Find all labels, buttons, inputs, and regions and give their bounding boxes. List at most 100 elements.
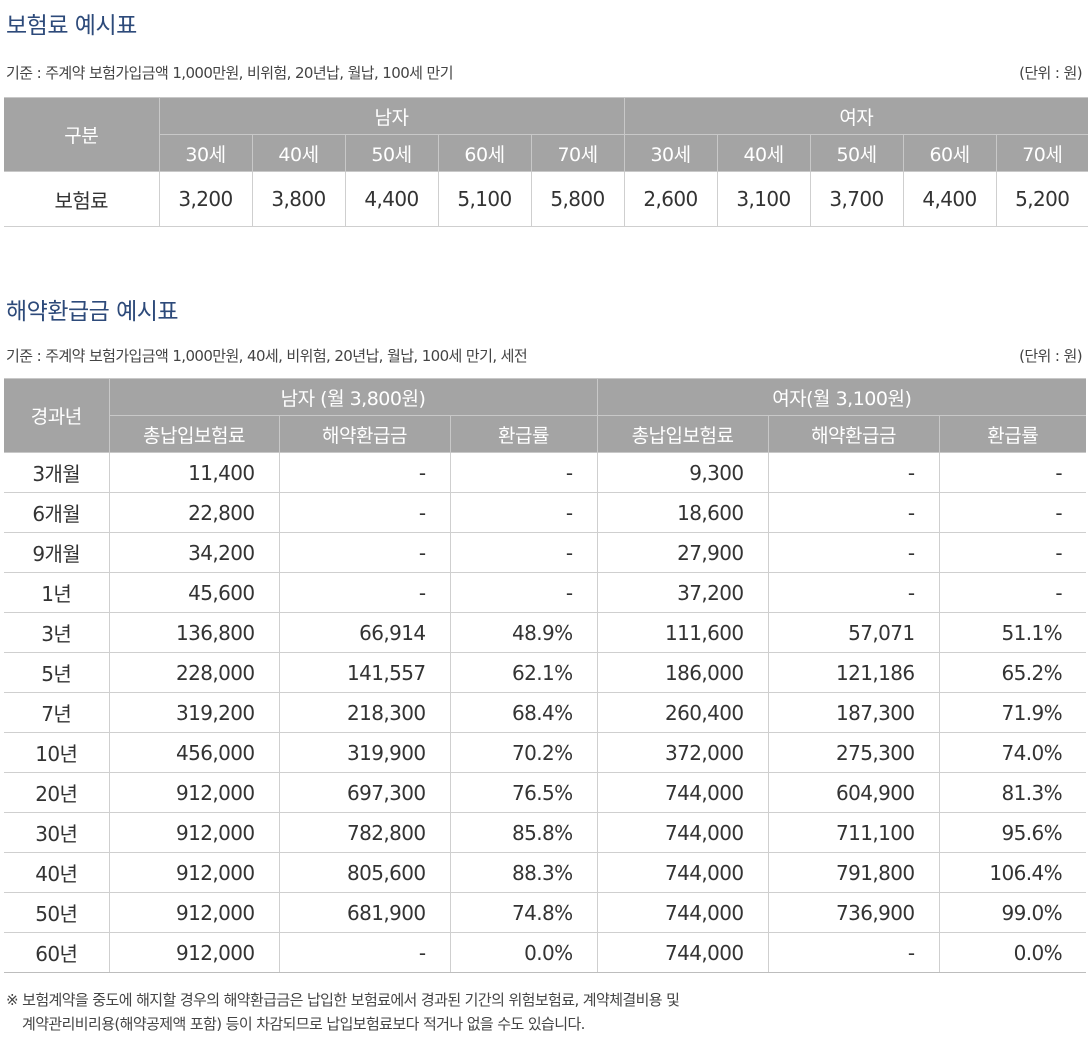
table-row: 60년 912,000-0.0% 744,000-0.0% (4, 932, 1087, 973)
female-refund-cell: - (767, 532, 940, 573)
male-rate-cell: 85.8% (449, 812, 598, 853)
age-header: 40세 (251, 134, 346, 172)
premium-row: 보험료 3,200 3,800 4,400 5,100 5,800 2,600 … (4, 171, 1089, 227)
female-premium-cell: 2,600 (623, 171, 718, 227)
refund-amount-header: 해약환급금 (278, 415, 451, 453)
male-rate-cell: 0.0% (449, 932, 598, 973)
female-premium-cell: 5,200 (995, 171, 1089, 227)
male-paid-cell: 34,200 (108, 532, 280, 573)
female-refund-cell: 275,300 (767, 732, 940, 773)
male-rate-cell: 68.4% (449, 692, 598, 733)
period-cell: 6개월 (4, 492, 110, 533)
premium-row-label: 보험료 (4, 171, 160, 227)
female-refund-cell: - (767, 492, 940, 533)
age-header: 50세 (344, 134, 439, 172)
period-cell: 1년 (4, 572, 110, 613)
female-refund-cell: 187,300 (767, 692, 940, 733)
refund-basis-text: 기준 : 주계약 보험가입금액 1,000만원, 40세, 비위험, 20년납,… (6, 347, 528, 365)
male-refund-cell: - (278, 452, 451, 493)
refund-rate-header: 환급률 (938, 415, 1087, 453)
male-premium-cell: 3,200 (158, 171, 253, 227)
footnote-line-2: 계약관리비리용(해약공제액 포함) 등이 차감되므로 납입보험료보다 적거나 없… (22, 1015, 585, 1033)
period-cell: 10년 (4, 732, 110, 773)
male-refund-cell: 782,800 (278, 812, 451, 853)
table-row: 9개월 34,200- -27,900- - (4, 532, 1087, 573)
age-header: 40세 (716, 134, 811, 172)
male-refund-cell: 66,914 (278, 612, 451, 653)
female-paid-cell: 744,000 (596, 892, 769, 933)
male-refund-cell: 141,557 (278, 652, 451, 693)
footnote-line-1: ※ 보험계약을 중도에 해지할 경우의 해약환급금은 납입한 보험료에서 경과된… (6, 991, 680, 1009)
female-premium-cell: 3,700 (809, 171, 904, 227)
refund-amount-header: 해약환급금 (767, 415, 940, 453)
table-row: 30년 912,000 782,800 85.8% 744,000 711,100 95.6… (4, 812, 1087, 853)
age-header: 70세 (995, 134, 1089, 172)
female-refund-cell: - (767, 932, 940, 973)
male-refund-cell: 218,300 (278, 692, 451, 733)
table-row: 10년 456,000 319,900 70.2% 372,000 275,300 74.0… (4, 732, 1087, 773)
female-refund-cell: 736,900 (767, 892, 940, 933)
female-refund-cell: 121,186 (767, 652, 940, 693)
female-rate-cell: 71.9% (938, 692, 1087, 733)
male-refund-cell: - (278, 932, 451, 973)
period-cell: 30년 (4, 812, 110, 853)
footnote: ※ 보험계약을 중도에 해지할 경우의 해약환급금은 납입한 보험료에서 경과된… (6, 988, 680, 1036)
male-premium-cell: 4,400 (344, 171, 439, 227)
male-rate-cell: 62.1% (449, 652, 598, 693)
male-rate-cell: 70.2% (449, 732, 598, 773)
female-rate-cell: 106.4% (938, 852, 1087, 893)
female-refund-cell: - (767, 572, 940, 613)
table-row: 3년 136,800 66,914 48.9% 111,600 57,071 51.1% (4, 612, 1087, 653)
refund-table-body: 3개월 11,400- -9,300- -6개월 22,800- -18,600- -9개월… (4, 452, 1087, 973)
period-cell: 5년 (4, 652, 110, 693)
female-premium-cell: 4,400 (902, 171, 997, 227)
male-refund-header: 남자 (월 3,800원) (108, 378, 598, 416)
premium-basis-text: 기준 : 주계약 보험가입금액 1,000만원, 비위험, 20년납, 월납, … (6, 64, 454, 82)
female-paid-cell: 744,000 (596, 772, 769, 813)
table-row: 3개월 11,400- -9,300- - (4, 452, 1087, 493)
male-paid-cell: 456,000 (108, 732, 280, 773)
female-rate-cell: 99.0% (938, 892, 1087, 933)
male-paid-cell: 912,000 (108, 852, 280, 893)
male-rate-cell: - (449, 532, 598, 573)
paid-premium-header: 총납입보험료 (596, 415, 769, 453)
male-rate-cell: 74.8% (449, 892, 598, 933)
male-paid-cell: 136,800 (108, 612, 280, 653)
male-paid-cell: 912,000 (108, 892, 280, 933)
male-refund-cell: 805,600 (278, 852, 451, 893)
refund-unit-text: (단위 : 원) (1019, 347, 1083, 365)
period-header: 경과년 (4, 378, 110, 453)
table-row: 40년 912,000 805,600 88.3% 744,000 791,800 106.… (4, 852, 1087, 893)
male-refund-cell: - (278, 532, 451, 573)
period-cell: 60년 (4, 932, 110, 973)
male-paid-cell: 228,000 (108, 652, 280, 693)
female-paid-cell: 27,900 (596, 532, 769, 573)
table-row: 5년 228,000 141,557 62.1% 186,000 121,186 65.2% (4, 652, 1087, 693)
male-rate-cell: - (449, 572, 598, 613)
category-header: 구분 (4, 97, 160, 172)
female-paid-cell: 744,000 (596, 932, 769, 973)
male-refund-cell: 319,900 (278, 732, 451, 773)
female-rate-cell: 51.1% (938, 612, 1087, 653)
female-rate-cell: - (938, 532, 1087, 573)
refund-rate-header: 환급률 (449, 415, 598, 453)
table-row: 50년 912,000 681,900 74.8% 744,000 736,900 99.0… (4, 892, 1087, 933)
female-header: 여자 (623, 97, 1089, 135)
female-refund-cell: 604,900 (767, 772, 940, 813)
refund-table: 경과년 남자 (월 3,800원) 여자(월 3,100원) 총납입보험료 해약… (4, 378, 1087, 973)
table-row: 20년 912,000 697,300 76.5% 744,000 604,900 81.3… (4, 772, 1087, 813)
female-paid-cell: 744,000 (596, 812, 769, 853)
male-refund-cell: 681,900 (278, 892, 451, 933)
male-paid-cell: 22,800 (108, 492, 280, 533)
paid-premium-header: 총납입보험료 (109, 415, 280, 453)
female-refund-cell: - (767, 452, 940, 493)
female-paid-cell: 260,400 (596, 692, 769, 733)
premium-table: 구분 남자 여자 30세 40세 50세 60세 70세 30세 40세 50세… (4, 97, 1089, 227)
female-rate-cell: 65.2% (938, 652, 1087, 693)
male-paid-cell: 912,000 (108, 812, 280, 853)
age-header: 30세 (623, 134, 718, 172)
male-refund-cell: - (278, 572, 451, 613)
male-rate-cell: 76.5% (449, 772, 598, 813)
male-premium-cell: 5,100 (437, 171, 532, 227)
male-rate-cell: 48.9% (449, 612, 598, 653)
